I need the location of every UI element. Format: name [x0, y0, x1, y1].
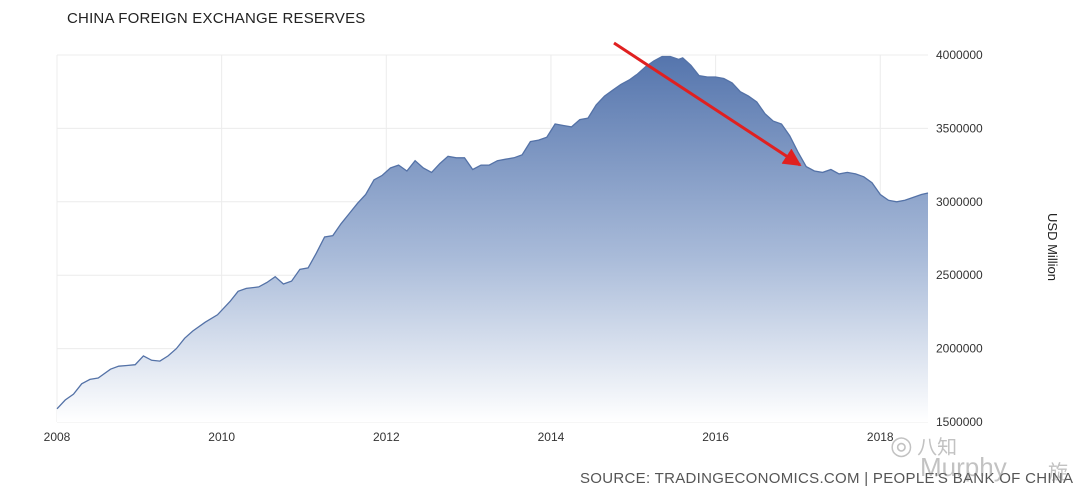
watermark-line3: 旋	[1048, 462, 1068, 484]
y-axis-label: USD Million	[1045, 213, 1060, 281]
series-line	[56, 55, 929, 410]
x-axis-ticks: 2008 2010 2012 2014 2016 2018	[44, 430, 894, 444]
y-tick-label: 2500000	[936, 268, 983, 282]
watermark-line1: 八知	[917, 437, 958, 459]
y-axis-ticks: 1500000 2000000 2500000 3000000 3500000 40000…	[936, 48, 983, 429]
weibo-icon: ◎	[890, 430, 913, 460]
x-tick-label: 2016	[702, 430, 729, 444]
y-tick-label: 2000000	[936, 342, 983, 356]
x-tick-label: 2018	[867, 430, 894, 444]
source-text: SOURCE: TRADINGECONOMICS.COM | PEOPLE'S …	[580, 470, 1074, 487]
y-tick-label: 1500000	[936, 415, 983, 429]
x-tick-label: 2012	[373, 430, 400, 444]
watermark-line2: Murphy	[920, 452, 1007, 482]
x-tick-label: 2014	[538, 430, 565, 444]
x-tick-label: 2010	[208, 430, 235, 444]
area-fill	[57, 56, 928, 422]
y-tick-label: 3000000	[936, 195, 983, 209]
chart-title: CHINA FOREIGN EXCHANGE RESERVES	[67, 10, 366, 27]
x-tick-label: 2008	[44, 430, 71, 444]
trend-arrow	[613, 41, 802, 167]
watermark-logo: ◎ 八知	[890, 430, 957, 461]
y-tick-label: 4000000	[936, 48, 983, 62]
y-tick-label: 3500000	[936, 121, 983, 135]
